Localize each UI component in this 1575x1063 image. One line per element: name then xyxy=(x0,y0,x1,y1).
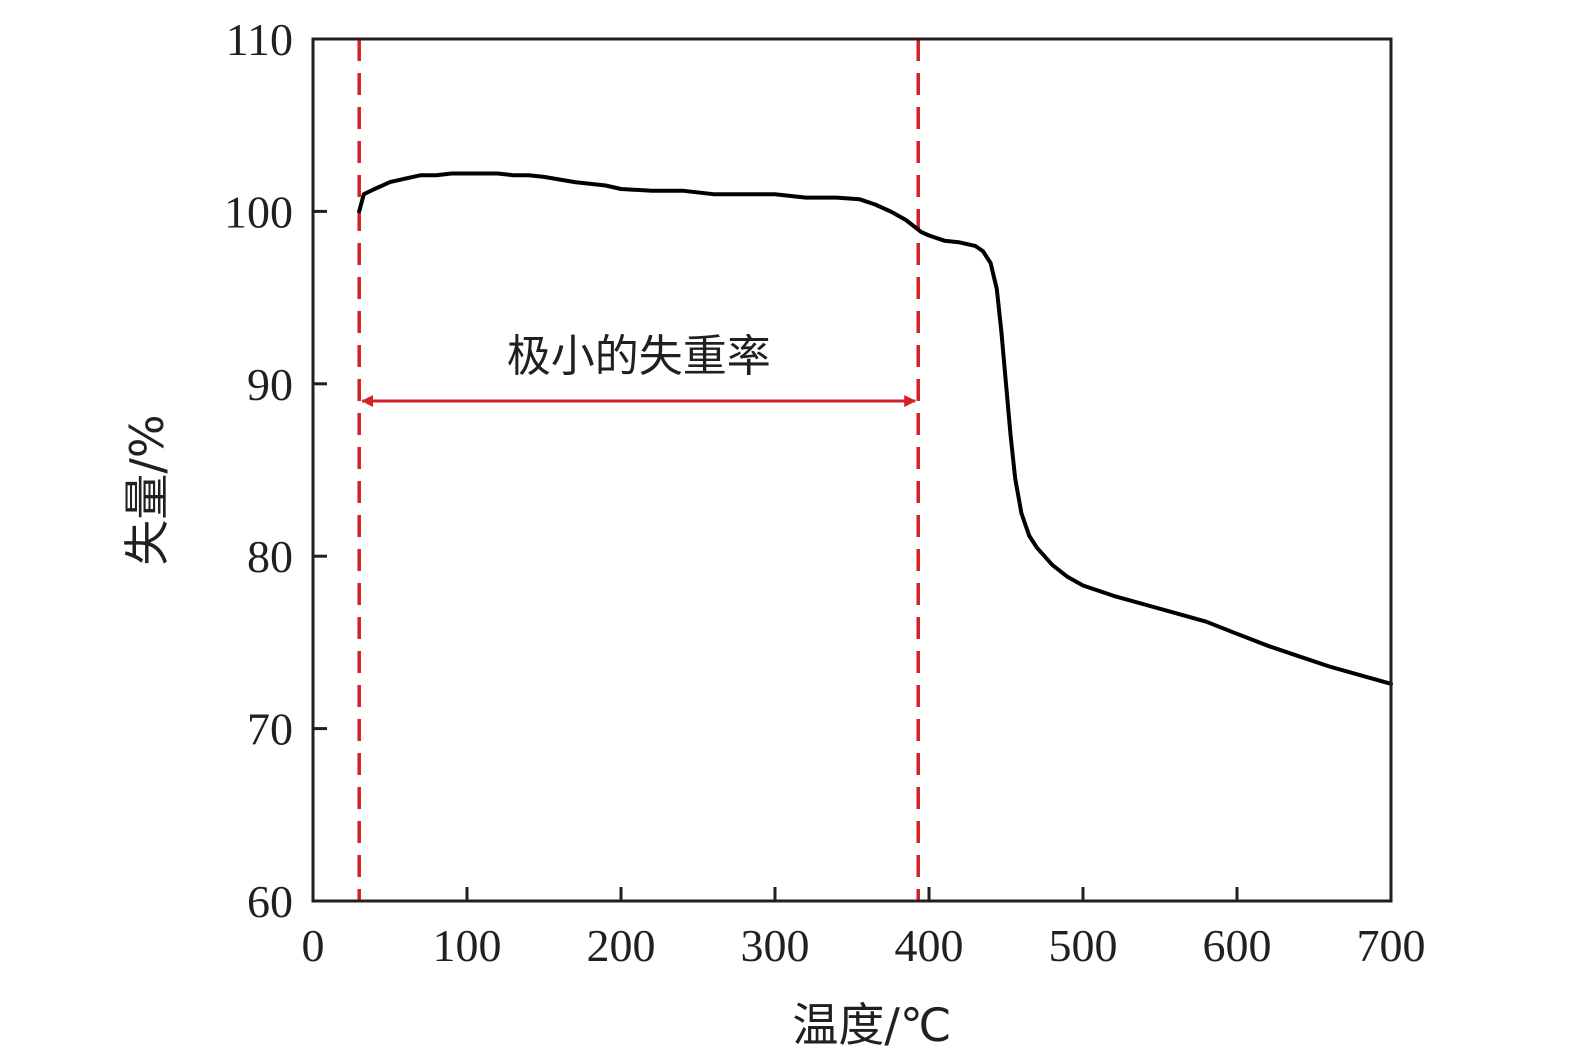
series-layer xyxy=(357,171,1393,686)
x-tick-label-300: 300 xyxy=(741,920,810,971)
x-tick-label-200: 200 xyxy=(587,920,656,971)
x-tick-label-500: 500 xyxy=(1049,920,1118,971)
y-tick-label-60: 60 xyxy=(247,876,293,927)
y-axis-ticks xyxy=(313,37,327,903)
y-tick-label-90: 90 xyxy=(247,359,293,410)
y-tick-label-80: 80 xyxy=(247,531,293,582)
y-tick-label-100: 100 xyxy=(224,186,293,237)
x-axis-ticks xyxy=(311,887,1393,901)
y-axis-tick-labels: 60 70 80 90 100 110 xyxy=(224,14,293,927)
y-tick-label-110: 110 xyxy=(226,14,293,65)
y-tick-label-70: 70 xyxy=(247,704,293,755)
y-axis-title: 失量/% xyxy=(120,414,174,565)
x-tick-label-400: 400 xyxy=(895,920,964,971)
x-tick-label-600: 600 xyxy=(1203,920,1272,971)
annotation-layer: 极小的失重率 xyxy=(361,331,917,408)
series-line-1 xyxy=(357,171,1393,686)
x-tick-label-100: 100 xyxy=(433,920,502,971)
x-axis-tick-labels: 0 100 200 300 400 500 600 700 xyxy=(302,920,1426,971)
reference-lines xyxy=(357,39,920,901)
x-tick-label-0: 0 xyxy=(302,920,325,971)
plot-frame xyxy=(311,37,1393,903)
x-axis-title: 温度/℃ xyxy=(792,998,951,1052)
annotation-label: 极小的失重率 xyxy=(507,331,771,382)
x-tick-label-700: 700 xyxy=(1357,920,1426,971)
